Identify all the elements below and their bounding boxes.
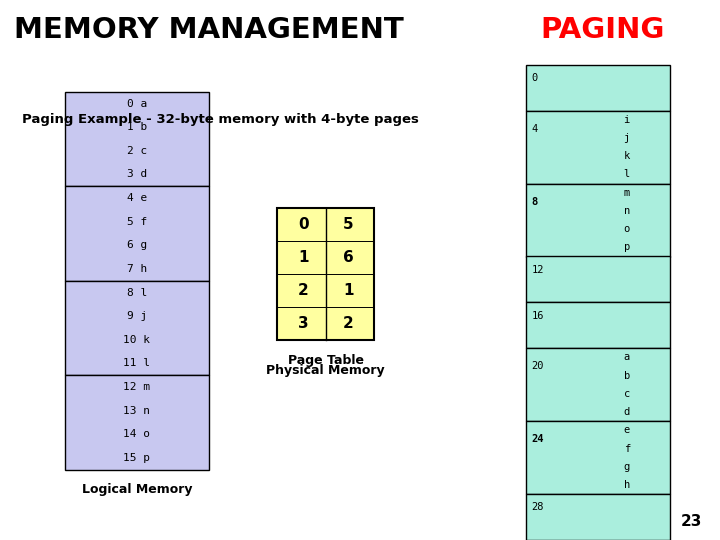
Bar xyxy=(65,375,209,470)
Text: 6 g: 6 g xyxy=(127,240,147,251)
Text: 5: 5 xyxy=(343,217,354,232)
Text: a: a xyxy=(624,353,630,362)
Text: 14 o: 14 o xyxy=(123,429,150,440)
Bar xyxy=(526,421,670,494)
Text: Logical Memory: Logical Memory xyxy=(81,483,192,496)
Bar xyxy=(65,92,209,186)
Bar xyxy=(277,208,374,340)
Text: 8: 8 xyxy=(531,197,538,207)
Text: 6: 6 xyxy=(343,250,354,265)
Text: 24: 24 xyxy=(531,434,544,444)
Text: 15 p: 15 p xyxy=(123,453,150,463)
Text: m: m xyxy=(624,188,630,198)
Bar xyxy=(65,281,209,375)
Text: 3 d: 3 d xyxy=(127,170,147,179)
Text: 4 e: 4 e xyxy=(127,193,147,203)
Text: b: b xyxy=(624,370,630,381)
Bar xyxy=(526,302,670,348)
Text: MEMORY MANAGEMENT: MEMORY MANAGEMENT xyxy=(14,16,404,44)
Bar xyxy=(526,348,670,421)
Text: 3: 3 xyxy=(298,316,309,331)
Text: 28: 28 xyxy=(531,502,544,512)
Text: 5 f: 5 f xyxy=(127,217,147,227)
Text: 11 l: 11 l xyxy=(123,359,150,368)
Text: 2: 2 xyxy=(343,316,354,331)
Text: l: l xyxy=(624,170,630,179)
Text: 0: 0 xyxy=(531,73,538,83)
Text: 2 c: 2 c xyxy=(127,146,147,156)
Text: 1: 1 xyxy=(343,283,354,298)
Text: 12: 12 xyxy=(531,265,544,275)
Text: p: p xyxy=(624,242,630,252)
Text: Paging Example - 32-byte memory with 4-byte pages: Paging Example - 32-byte memory with 4-b… xyxy=(22,113,418,126)
Text: 23: 23 xyxy=(680,514,702,529)
Text: 9 j: 9 j xyxy=(127,311,147,321)
Bar xyxy=(526,111,670,184)
Bar xyxy=(526,65,670,111)
Text: Page Table: Page Table xyxy=(288,354,364,367)
Text: 1 b: 1 b xyxy=(127,122,147,132)
Text: c: c xyxy=(624,389,630,399)
Bar xyxy=(526,184,670,256)
Text: Physical Memory: Physical Memory xyxy=(266,363,385,377)
Text: 0 a: 0 a xyxy=(127,99,147,109)
Text: 16: 16 xyxy=(531,310,544,321)
Bar xyxy=(526,494,670,540)
Text: g: g xyxy=(624,462,630,472)
Text: 13 n: 13 n xyxy=(123,406,150,416)
Text: k: k xyxy=(624,151,630,161)
Text: 2: 2 xyxy=(298,283,309,298)
Text: 4: 4 xyxy=(531,124,538,134)
Text: i: i xyxy=(624,115,630,125)
Text: d: d xyxy=(624,407,630,417)
Text: j: j xyxy=(624,133,630,143)
Text: 0: 0 xyxy=(298,217,309,232)
Text: o: o xyxy=(624,224,630,234)
Text: PAGING: PAGING xyxy=(540,16,665,44)
Bar xyxy=(526,256,670,302)
Text: 1: 1 xyxy=(298,250,309,265)
Text: 20: 20 xyxy=(531,361,544,372)
Text: e: e xyxy=(624,426,630,435)
Text: f: f xyxy=(624,443,630,454)
Text: h: h xyxy=(624,480,630,490)
Text: 7 h: 7 h xyxy=(127,264,147,274)
Text: 8 l: 8 l xyxy=(127,288,147,298)
Bar xyxy=(65,186,209,281)
Text: 12 m: 12 m xyxy=(123,382,150,392)
Text: 10 k: 10 k xyxy=(123,335,150,345)
Text: n: n xyxy=(624,206,630,216)
